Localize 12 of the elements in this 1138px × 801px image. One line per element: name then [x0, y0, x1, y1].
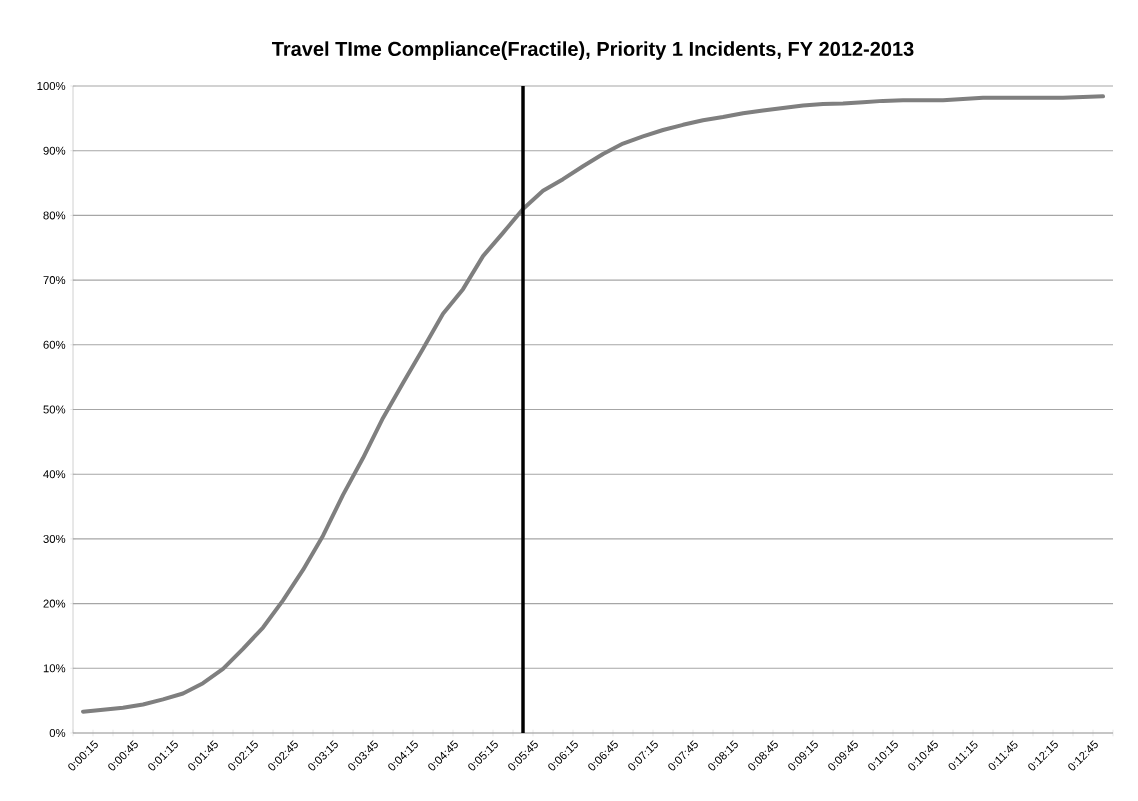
y-tick-label: 20% — [43, 599, 66, 608]
y-tick-label: 30% — [43, 534, 66, 543]
y-tick-label: 70% — [43, 276, 66, 285]
y-tick-label: 40% — [43, 470, 66, 479]
y-tick-label: 10% — [43, 664, 66, 673]
chart-title: Travel TIme Compliance(Fractile), Priority 1 Incidents, FY 2012-2013 — [272, 41, 914, 60]
y-tick-label: 100% — [37, 81, 66, 90]
y-tick-label: 50% — [43, 405, 66, 414]
y-tick-label: 0% — [49, 729, 66, 738]
y-tick-label: 80% — [43, 211, 66, 220]
y-tick-label: 60% — [43, 340, 66, 349]
y-tick-label: 90% — [43, 146, 66, 155]
